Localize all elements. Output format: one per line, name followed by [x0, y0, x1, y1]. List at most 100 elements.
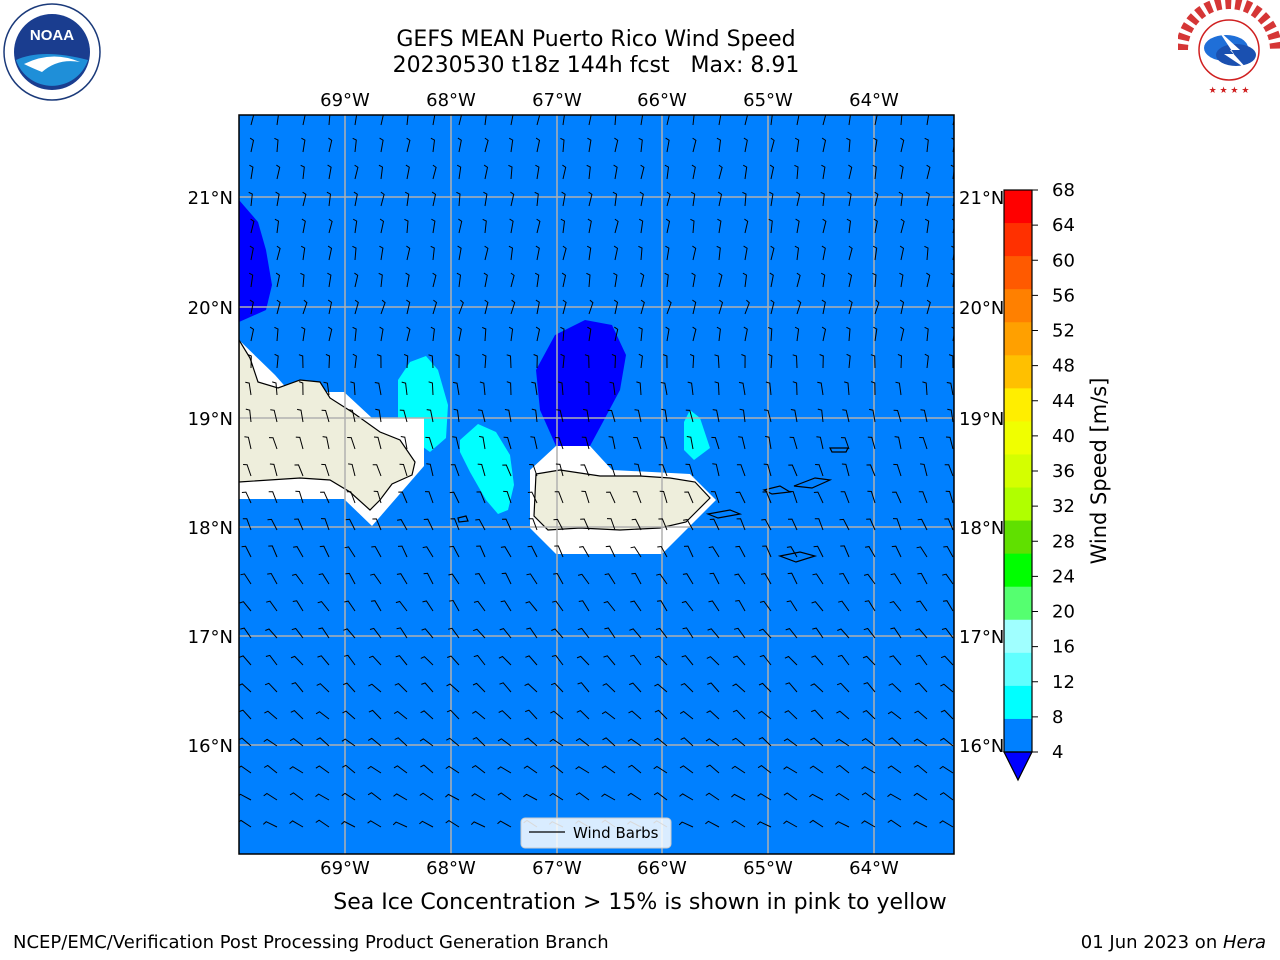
wind-barb — [947, 408, 954, 423]
wind-barb — [900, 218, 905, 234]
wind-barb — [294, 464, 304, 477]
wind-barb — [274, 326, 279, 342]
wind-barb — [352, 353, 357, 369]
wind-barb — [289, 820, 304, 828]
wind-barb — [239, 709, 252, 720]
wind-barb — [508, 164, 513, 180]
wind-barb — [731, 793, 746, 801]
wind-barb — [915, 682, 928, 693]
colorbar-segment — [1004, 718, 1032, 753]
wind-barb — [510, 191, 515, 207]
wind-barb — [575, 766, 590, 774]
wind-barb — [914, 764, 928, 774]
wind-barb — [716, 137, 722, 153]
wind-barb — [561, 272, 567, 288]
wind-barb — [320, 518, 330, 531]
wind-barb — [639, 191, 644, 207]
wind-barb — [535, 326, 541, 342]
wind-barb — [712, 409, 720, 423]
wind-barb — [899, 299, 905, 315]
wind-barb — [395, 600, 408, 612]
wind-barb — [630, 546, 642, 558]
wind-barb — [392, 821, 408, 828]
wind-barb — [948, 354, 954, 369]
colorbar-segment — [1004, 553, 1032, 588]
wind-barb — [274, 218, 280, 234]
wind-barb — [291, 573, 304, 585]
wind-barb — [924, 353, 929, 369]
wind-barb — [811, 601, 824, 612]
wind-barb — [405, 164, 410, 180]
wind-barb — [862, 709, 876, 720]
wind-barb — [608, 436, 616, 450]
wind-barb — [316, 737, 330, 747]
svg-text:★ ★ ★ ★: ★ ★ ★ ★ — [1209, 86, 1250, 96]
wind-barb — [471, 793, 486, 801]
wind-barb — [352, 245, 357, 261]
wind-barb — [265, 628, 278, 639]
wind-barb — [718, 115, 722, 126]
wind-barb — [380, 191, 385, 207]
wind-barb — [275, 191, 280, 207]
wind-barb — [272, 381, 278, 396]
wind-barb — [579, 546, 590, 558]
wind-barb — [249, 299, 254, 315]
wind-barb — [705, 738, 720, 747]
wind-barb — [241, 545, 252, 558]
wind-barb — [874, 191, 879, 207]
wind-barb — [484, 115, 487, 126]
colorbar-segment — [1004, 256, 1032, 290]
wind-barb — [899, 245, 905, 261]
wind-barb — [640, 272, 645, 288]
wind-barb — [680, 737, 694, 747]
wind-barb — [295, 436, 304, 450]
wind-barb — [913, 792, 928, 801]
wind-barb — [456, 191, 461, 207]
wind-barb — [614, 218, 619, 234]
wind-barb — [613, 272, 618, 288]
wind-barb — [709, 572, 720, 585]
lat-label: 21°N — [188, 188, 233, 209]
wind-barb — [892, 491, 902, 504]
wind-barb — [372, 464, 382, 477]
wind-barb — [239, 683, 252, 693]
wind-barb — [268, 491, 278, 504]
wind-barb — [551, 654, 564, 666]
wind-barb — [497, 792, 512, 801]
island-virgin-2 — [793, 477, 833, 489]
wind-barb — [523, 765, 538, 774]
wind-barb — [470, 821, 486, 828]
wind-barb — [736, 518, 746, 531]
wind-barb — [814, 518, 824, 531]
wind-barb — [604, 627, 616, 639]
wind-barb — [554, 437, 564, 450]
wind-barb — [446, 683, 460, 693]
wind-barb — [809, 793, 824, 801]
wind-barb — [499, 682, 512, 693]
wind-barb — [457, 245, 462, 261]
wind-barb — [872, 245, 878, 261]
wind-barb — [354, 115, 358, 126]
chart-title: GEFS MEAN Puerto Rico Wind Speed — [396, 27, 796, 52]
colorbar-segment — [1004, 520, 1032, 555]
wind-barb — [679, 765, 694, 774]
wind-barb — [576, 709, 590, 720]
wind-barb — [681, 655, 694, 666]
wind-barb — [914, 710, 928, 720]
wind-barb — [401, 381, 408, 396]
wind-barb — [816, 436, 824, 450]
wind-barb — [692, 326, 697, 342]
wind-barb — [888, 683, 902, 693]
wind-barb — [275, 272, 281, 288]
wind-barb — [458, 218, 463, 234]
wind-barb — [456, 164, 462, 180]
wind-barb — [939, 792, 954, 801]
wind-barb — [601, 765, 616, 774]
wind-barb — [924, 137, 929, 153]
wind-barb — [926, 115, 930, 126]
wind-barb — [276, 164, 281, 180]
wind-barb — [731, 765, 746, 774]
colorbar-tick-label: 56 — [1052, 285, 1075, 306]
wind-barb — [657, 545, 668, 558]
wind-barb — [739, 408, 746, 423]
